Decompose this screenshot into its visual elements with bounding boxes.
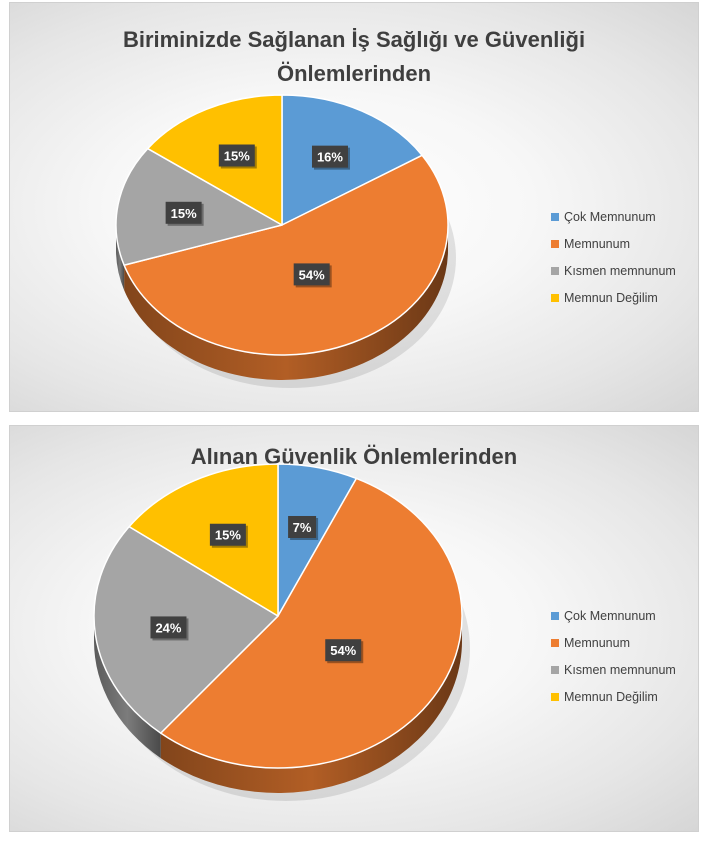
legend-item-cok-memnunum: Çok Memnunum (551, 602, 676, 629)
chart-title: Alınan Güvenlik Önlemlerinden (10, 440, 698, 474)
legend-item-memnunum: Memnunum (551, 629, 676, 656)
legend-item-memnun-degilim: Memnun Değilim (551, 284, 676, 311)
legend-swatch (551, 239, 559, 248)
chart-panel-2: Alınan Güvenlik Önlemlerinden 7% 54% 24% 15… (9, 425, 699, 832)
legend-swatch (551, 293, 559, 302)
legend-swatch (551, 638, 559, 647)
legend-item-memnunum: Memnunum (551, 230, 676, 257)
legend-label: Kısmen memnunum (564, 662, 676, 677)
pie-slice-memnun-degilim (128, 463, 279, 617)
legend-1: Çok Memnunum Memnunum Kısmen memnunum Me… (551, 203, 676, 311)
data-label-box (311, 145, 348, 168)
pie-chart-1: 16% 54% 15% 15% (115, 94, 456, 388)
legend-swatch (551, 665, 559, 674)
pie-side-kismen-memnunum (116, 225, 125, 291)
legend-item-memnun-degilim: Memnun Değilim (551, 683, 676, 710)
chart-panel-1: Biriminizde Sağlanan İş Sağlığı ve Güven… (9, 2, 699, 412)
legend-label: Memnunum (564, 236, 630, 251)
data-label-box (218, 144, 255, 167)
data-label-cok-memnunum: 7% (293, 520, 312, 535)
legend-item-kismen-memnunum: Kısmen memnunum (551, 656, 676, 683)
data-label-kismen-memnunum: 24% (155, 620, 181, 635)
legend-label: Çok Memnunum (564, 608, 656, 623)
pie-side-memnunum (124, 225, 448, 380)
data-label-box (150, 616, 187, 639)
chart-title-line-1: Biriminizde Sağlanan İş Sağlığı ve Güven… (122, 27, 586, 52)
legend-swatch (551, 611, 559, 620)
data-label-box (165, 201, 202, 224)
data-label-memnun-degilim: 15% (215, 528, 241, 543)
pie-slice-memnun-degilim (146, 94, 283, 226)
data-label-box (288, 515, 317, 538)
pie-slice-memnunum (123, 154, 449, 356)
legend-item-kismen-memnunum: Kısmen memnunum (551, 257, 676, 284)
legend-label: Memnun Değilim (564, 290, 658, 305)
pie-slice-cok-memnunum (281, 94, 423, 226)
legend-2: Çok Memnunum Memnunum Kısmen memnunum Me… (551, 602, 676, 710)
data-label-box (293, 263, 330, 286)
legend-swatch (551, 212, 559, 221)
data-label-box (209, 523, 246, 546)
legend-label: Memnunum (564, 635, 630, 650)
legend-swatch (551, 692, 559, 701)
legend-label: Çok Memnunum (564, 209, 656, 224)
data-label-memnun-degilim: 15% (224, 149, 250, 164)
chart-title: Biriminizde Sağlanan İş Sağlığı ve Güven… (10, 23, 698, 91)
legend-swatch (551, 266, 559, 275)
legend-label: Memnun Değilim (564, 689, 658, 704)
chart-title-line-1: Alınan Güvenlik Önlemlerinden (190, 444, 518, 469)
legend-label: Kısmen memnunum (564, 263, 676, 278)
data-label-box (325, 639, 362, 662)
chart-title-line-2: Önlemlerinden (276, 61, 432, 86)
legend-item-cok-memnunum: Çok Memnunum (551, 203, 676, 230)
pie-chart-2: 7% 54% 24% 15% (93, 463, 470, 801)
data-label-cok-memnunum: 16% (317, 150, 343, 165)
data-label-memnunum: 54% (299, 267, 325, 282)
pie-side-kismen-memnunum (94, 616, 161, 759)
data-label-memnunum: 54% (330, 643, 356, 658)
pie-slice-memnunum (159, 477, 463, 769)
data-label-kismen-memnunum: 15% (171, 206, 197, 221)
pie-side-memnunum (160, 616, 462, 793)
